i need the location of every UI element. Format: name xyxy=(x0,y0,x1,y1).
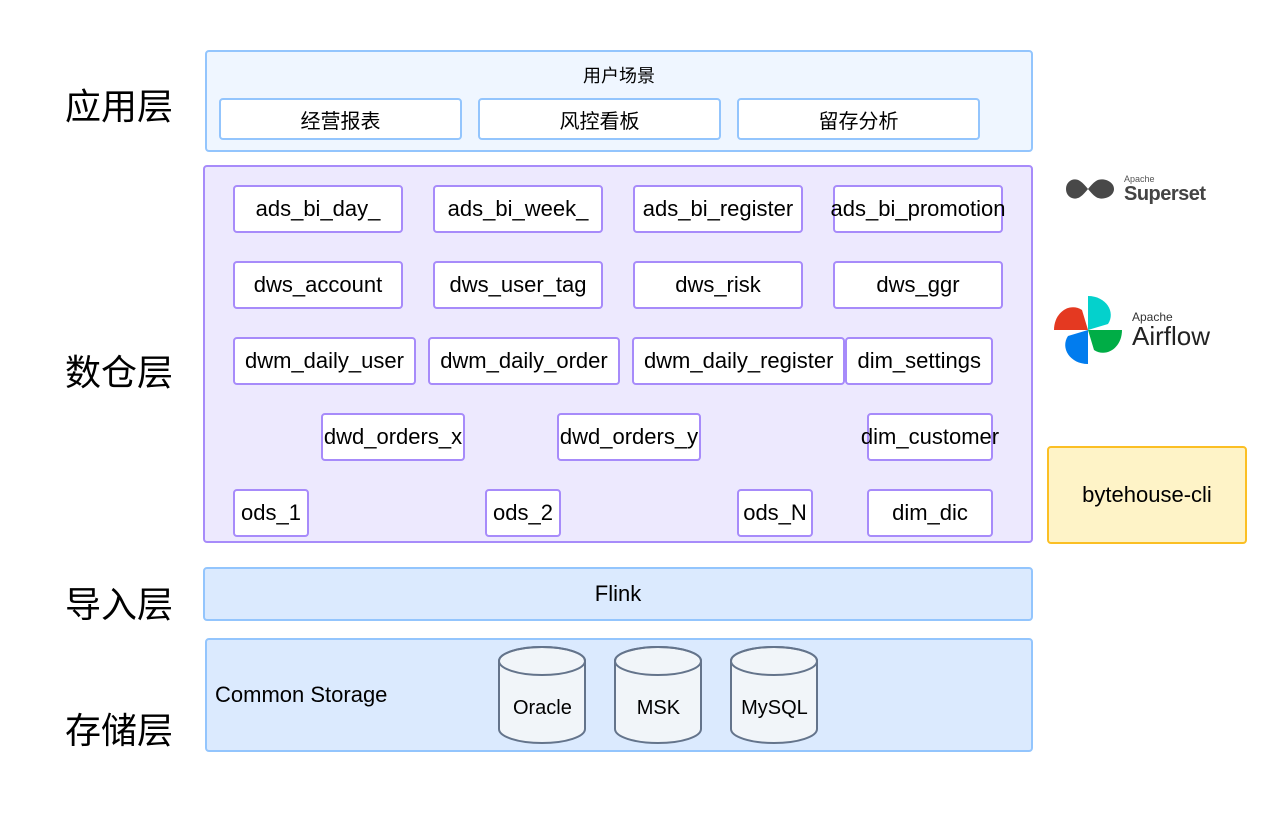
superset-name-text: Superset xyxy=(1124,184,1206,204)
dw-box: dim_dic xyxy=(867,489,993,537)
dw-box: dwd_orders_x xyxy=(321,413,465,461)
dw-box: dim_customer xyxy=(867,413,993,461)
bytehouse-label: bytehouse-cli xyxy=(1082,482,1212,508)
dw-box: dwm_daily_register xyxy=(632,337,846,385)
dw-box: dws_user_tag xyxy=(433,261,603,309)
airflow-logo: Apache Airflow xyxy=(1050,292,1244,368)
layer-label-application: 应用层 xyxy=(65,78,173,130)
ingest-section: Flink xyxy=(203,567,1033,621)
superset-logo: Apache Superset xyxy=(1062,172,1234,206)
dw-box: dws_risk xyxy=(633,261,803,309)
dw-box: ods_2 xyxy=(485,489,561,537)
cylinder-label: MySQL xyxy=(729,697,819,720)
dw-box: ads_bi_day_ xyxy=(233,185,403,233)
app-item-0: 经营报表 xyxy=(219,98,462,140)
cylinder-oracle: Oracle xyxy=(497,645,587,745)
dw-box: dwm_daily_order xyxy=(428,337,620,385)
airflow-icon xyxy=(1050,292,1126,368)
app-item-1: 风控看板 xyxy=(478,98,721,140)
storage-section: Common Storage Oracle MSK xyxy=(205,638,1033,752)
airflow-name-text: Airflow xyxy=(1132,323,1210,349)
superset-icon xyxy=(1062,174,1118,204)
dw-box: dwd_orders_y xyxy=(557,413,701,461)
layer-label-ingest: 导入层 xyxy=(65,576,173,628)
dw-box: ads_bi_promotion xyxy=(833,185,1003,233)
dw-box: ods_N xyxy=(737,489,813,537)
dw-box: dws_account xyxy=(233,261,403,309)
cylinder-msk: MSK xyxy=(613,645,703,745)
dw-box: dim_settings xyxy=(845,337,993,385)
dw-box: dws_ggr xyxy=(833,261,1003,309)
cylinder-label: MSK xyxy=(613,697,703,720)
layer-label-storage: 存储层 xyxy=(65,702,173,754)
app-item-2: 留存分析 xyxy=(737,98,980,140)
storage-label: Common Storage xyxy=(215,682,387,708)
application-section: 用户场景 经营报表 风控看板 留存分析 xyxy=(205,50,1033,152)
dw-section: ads_bi_day_ ads_bi_week_ ads_bi_register… xyxy=(203,165,1033,543)
layer-label-dw: 数仓层 xyxy=(65,344,173,396)
dw-box: ads_bi_register xyxy=(633,185,803,233)
cylinder-label: Oracle xyxy=(497,697,587,720)
dw-box: ods_1 xyxy=(233,489,309,537)
ingest-label: Flink xyxy=(595,581,641,607)
dw-box: ads_bi_week_ xyxy=(433,185,603,233)
dw-box: dwm_daily_user xyxy=(233,337,416,385)
application-title: 用户场景 xyxy=(219,62,1019,88)
bytehouse-box: bytehouse-cli xyxy=(1047,446,1247,544)
cylinder-mysql: MySQL xyxy=(729,645,819,745)
